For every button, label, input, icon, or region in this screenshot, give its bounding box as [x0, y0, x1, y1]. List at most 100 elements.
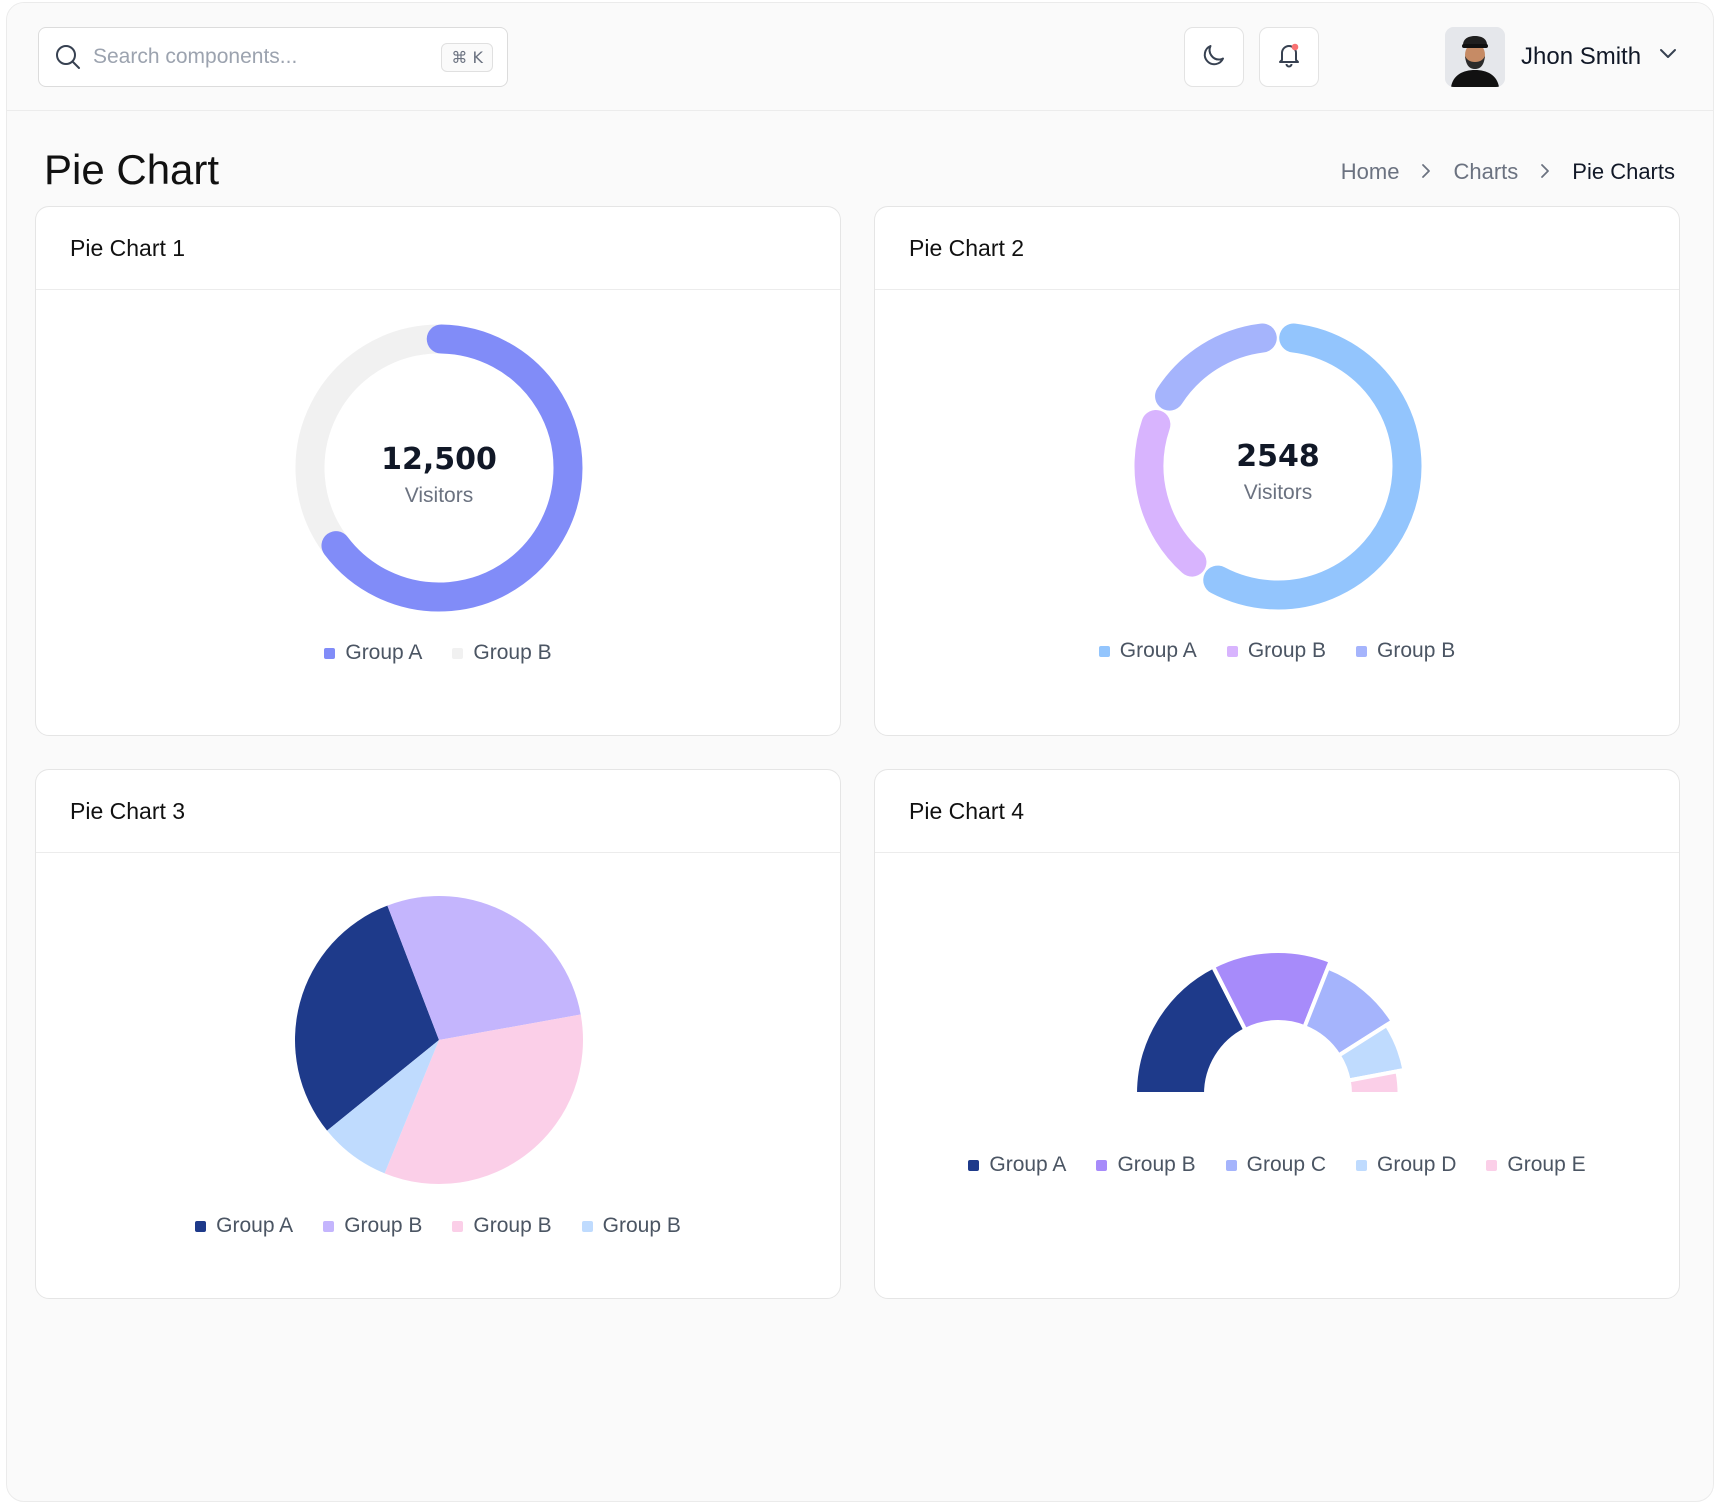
- center-label: Visitors: [405, 484, 473, 507]
- pie-slice: [387, 896, 581, 1040]
- legend-item[interactable]: Group B: [1096, 1153, 1196, 1177]
- legend-label: Group A: [345, 641, 423, 664]
- legend-swatch: [968, 1159, 980, 1171]
- legend-label: Group A: [216, 1214, 294, 1237]
- legend-item[interactable]: Group B: [581, 1214, 681, 1238]
- avatar[interactable]: [1445, 27, 1505, 87]
- chevron-right-icon: [1540, 159, 1550, 185]
- legend-item[interactable]: Group A: [195, 1214, 293, 1238]
- legend-item[interactable]: Group C: [1225, 1153, 1327, 1177]
- legend-swatch: [324, 647, 336, 659]
- legend-swatch: [452, 1220, 464, 1232]
- legend-swatch: [452, 647, 464, 659]
- chart-legend: Group A Group B Group C Group D Group E: [875, 1153, 1679, 1177]
- legend-swatch: [1098, 645, 1110, 657]
- bell-icon: [1274, 40, 1304, 75]
- chevron-down-icon[interactable]: [1659, 47, 1677, 65]
- legend-label: Group B: [1377, 639, 1456, 662]
- breadcrumb-charts[interactable]: Charts: [1453, 159, 1519, 184]
- legend-item[interactable]: Group B: [452, 641, 552, 665]
- search-input[interactable]: [93, 45, 442, 69]
- pie-slice: [1210, 949, 1334, 1033]
- legend-label: Group C: [1246, 1153, 1327, 1176]
- legend-item[interactable]: Group B: [452, 1214, 552, 1238]
- legend-swatch: [195, 1220, 207, 1232]
- chart-card-1: Pie Chart 1 12,500 Visitors Group A Group…: [35, 206, 841, 736]
- legend-swatch: [1356, 1159, 1368, 1171]
- page-title: Pie Chart: [44, 146, 220, 193]
- pie-slice: [295, 905, 439, 1131]
- pie-slice: [384, 1014, 584, 1184]
- chart-legend: Group A Group B: [36, 641, 840, 665]
- app-frame: ⌘ K Jhon Smith Pie: [6, 2, 1714, 1502]
- chart-area: 12,500 Visitors Group A Group B: [36, 291, 840, 736]
- pie-slice: [1346, 1068, 1402, 1096]
- center-value: 12,500: [381, 442, 497, 477]
- pie-slice: [1134, 409, 1207, 577]
- chart-card-2: Pie Chart 2 2548 Visitors Group A Group B…: [874, 206, 1680, 736]
- notifications-button[interactable]: [1259, 27, 1319, 87]
- legend-swatch: [1356, 645, 1368, 657]
- card-header: Pie Chart 1: [36, 207, 840, 290]
- legend-label: Group D: [1377, 1153, 1457, 1176]
- pie-slice: [1155, 323, 1277, 411]
- legend-label: Group A: [1119, 639, 1197, 662]
- card-header: Pie Chart 3: [36, 770, 840, 853]
- search-shortcut-badge: ⌘ K: [441, 42, 493, 72]
- legend-item[interactable]: Group A: [324, 641, 422, 665]
- moon-icon: [1199, 40, 1229, 75]
- card-header: Pie Chart 2: [875, 207, 1679, 290]
- legend-item[interactable]: Group A: [1098, 639, 1197, 663]
- legend-label: Group A: [989, 1153, 1067, 1176]
- search-icon: [53, 42, 83, 72]
- user-name[interactable]: Jhon Smith: [1521, 43, 1642, 70]
- legend-swatch: [1226, 645, 1238, 657]
- legend-item[interactable]: Group E: [1486, 1153, 1586, 1177]
- card-title: Pie Chart 1: [70, 234, 186, 261]
- center-label: Visitors: [1244, 481, 1312, 504]
- legend-label: Group B: [473, 1214, 552, 1237]
- search-box[interactable]: ⌘ K: [38, 27, 508, 87]
- legend-item[interactable]: Group D: [1356, 1153, 1456, 1177]
- card-title: Pie Chart 3: [70, 797, 186, 824]
- legend-swatch: [323, 1220, 335, 1232]
- legend-item[interactable]: Group B: [323, 1214, 422, 1238]
- pie-slice: [295, 324, 439, 552]
- top-bar: ⌘ K Jhon Smith: [7, 3, 1713, 111]
- breadcrumb: Home Charts Pie Charts: [1341, 159, 1675, 185]
- pie-slice: [327, 1040, 439, 1174]
- donut-chart: 12,500 Visitors: [295, 324, 583, 612]
- legend-label: Group B: [602, 1214, 681, 1237]
- center-value: 2548: [1236, 439, 1320, 474]
- legend-label: Group B: [473, 641, 552, 664]
- card-title: Pie Chart 2: [909, 234, 1025, 261]
- legend-item[interactable]: Group A: [968, 1153, 1066, 1177]
- chart-area: Group A Group B Group B Group B: [36, 854, 840, 1299]
- legend-item[interactable]: Group B: [1356, 639, 1455, 663]
- chart-area: Group A Group B Group C Group D Group E: [875, 854, 1679, 1299]
- pie-slice: [1203, 323, 1422, 610]
- legend-swatch: [581, 1220, 593, 1232]
- half-donut-chart: [1132, 949, 1407, 1096]
- chart-legend: Group A Group B Group B: [875, 639, 1679, 663]
- legend-swatch: [1486, 1159, 1498, 1171]
- donut-chart: 2548 Visitors: [1134, 323, 1422, 610]
- legend-item[interactable]: Group B: [1226, 639, 1327, 663]
- legend-label: Group B: [1117, 1153, 1196, 1176]
- breadcrumb-current: Pie Charts: [1572, 159, 1675, 184]
- pie-slice: [321, 324, 583, 612]
- legend-label: Group E: [1507, 1153, 1586, 1176]
- chart-card-3: Pie Chart 3 Group A Group B Group B Group B: [35, 769, 841, 1299]
- theme-toggle-button[interactable]: [1184, 27, 1244, 87]
- breadcrumb-home[interactable]: Home: [1340, 159, 1400, 184]
- chart-area: 2548 Visitors Group A Group B Group B: [875, 291, 1679, 736]
- legend-label: Group B: [1247, 639, 1327, 662]
- chevron-right-icon: [1421, 159, 1431, 185]
- card-header: Pie Chart 4: [875, 770, 1679, 853]
- legend-swatch: [1225, 1159, 1237, 1171]
- chart-legend: Group A Group B Group B Group B: [36, 1214, 840, 1238]
- legend-label: Group B: [344, 1214, 423, 1237]
- card-title: Pie Chart 4: [909, 797, 1025, 824]
- legend-swatch: [1096, 1159, 1108, 1171]
- pie-chart: [295, 896, 584, 1184]
